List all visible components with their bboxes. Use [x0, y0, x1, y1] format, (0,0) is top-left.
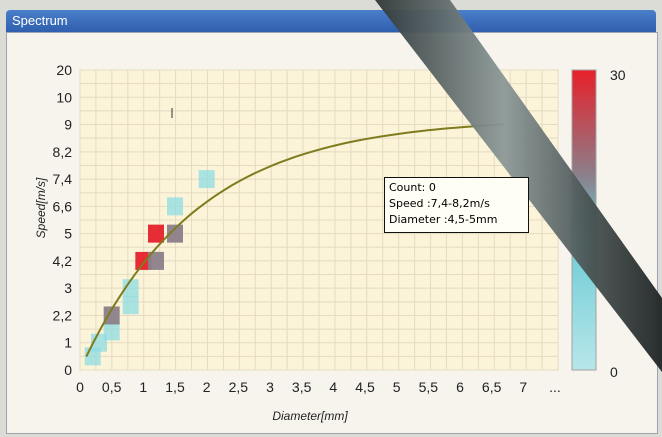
x-tick-label: 7 [519, 379, 527, 395]
colorbar-max-label: 30 [610, 67, 626, 83]
fit-curve [85, 123, 505, 357]
heatmap-cell[interactable] [103, 306, 120, 325]
x-tick-label: 0 [76, 379, 84, 395]
y-tick-label: 5 [64, 226, 72, 242]
heatmap-cell[interactable] [148, 251, 164, 270]
heatmap-cell[interactable] [122, 296, 139, 315]
y-tick-label: 8,2 [53, 144, 73, 160]
x-tick-label: ... [549, 379, 561, 395]
x-tick-label: 4,5 [355, 379, 375, 395]
tooltip-speed: Speed :7,4-8,2m/s [389, 197, 490, 210]
y-tick-label: 7,4 [53, 171, 73, 187]
x-tick-label: 3,5 [292, 379, 312, 395]
y-tick-label: 9 [64, 117, 72, 133]
window-title: Spectrum [12, 13, 68, 28]
y-tick-label: 20 [56, 62, 72, 78]
tooltip-count: Count: 0 [389, 181, 436, 194]
heatmap-cell[interactable] [122, 279, 139, 298]
y-axis-ticks: 0 1 2,2 3 4,2 5 6,6 7,4 8,2 9 10 20 [53, 62, 73, 378]
heatmap-cell[interactable] [148, 224, 164, 243]
cell-tooltip: Count: 0 Speed :7,4-8,2m/s Diameter :4,5… [384, 177, 529, 233]
x-tick-label: 0,5 [102, 379, 122, 395]
y-tick-label: 3 [64, 280, 72, 296]
x-tick-label: 6 [456, 379, 464, 395]
heatmap-cell[interactable] [167, 197, 183, 216]
y-tick-label: 4,2 [53, 253, 73, 269]
x-tick-label: 3 [266, 379, 274, 395]
heatmap-cell[interactable] [167, 224, 183, 243]
colorbar-min-label: 0 [610, 364, 618, 380]
y-tick-label: 10 [56, 89, 72, 105]
y-axis-label: Speed[m/s] [34, 177, 48, 238]
x-tick-label: 5 [393, 379, 401, 395]
x-axis-ticks: 0 0,5 1 1,5 2 2,5 3 3,5 4 4,5 5 5,5 6 6,5 7... [76, 379, 561, 395]
x-tick-label: 4 [329, 379, 337, 395]
x-tick-label: 6,5 [482, 379, 502, 395]
y-tick-label: 1 [64, 335, 72, 351]
x-axis-label: Diameter[mm] [272, 409, 348, 423]
y-tick-label: 6,6 [53, 198, 73, 214]
x-tick-label: 2 [203, 379, 211, 395]
heatmap-cell[interactable] [198, 170, 215, 189]
x-tick-label: 1,5 [165, 379, 185, 395]
x-tick-label: 5,5 [419, 379, 439, 395]
y-tick-label: 2,2 [53, 307, 73, 323]
y-tick-label: 0 [64, 362, 72, 378]
heatmap-cell[interactable] [103, 322, 120, 341]
x-tick-label: 1 [139, 379, 147, 395]
window-titlebar[interactable]: Spectrum [6, 10, 656, 32]
heatmap-cell[interactable] [135, 251, 152, 270]
tooltip-diameter: Diameter :4,5-5mm [389, 213, 498, 226]
x-tick-label: 2,5 [229, 379, 249, 395]
